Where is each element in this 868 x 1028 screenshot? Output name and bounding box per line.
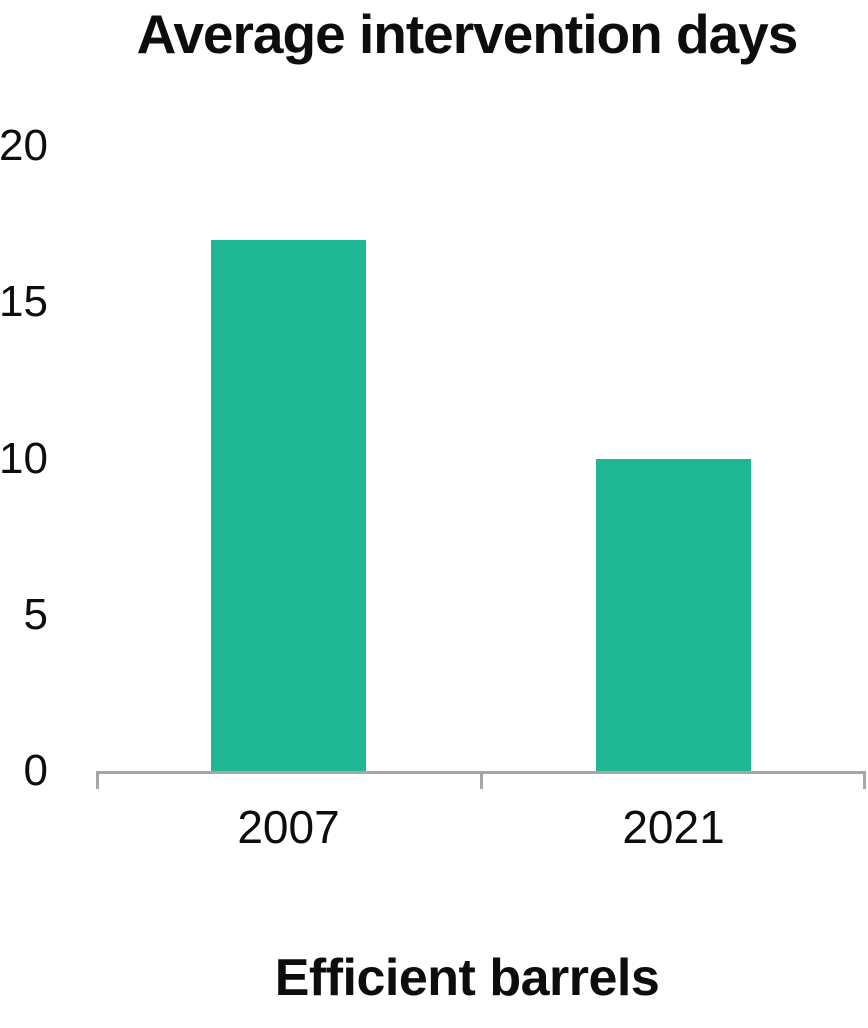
x-axis-tick xyxy=(479,772,483,789)
x-tick-label: 2021 xyxy=(622,801,725,853)
x-axis-tick xyxy=(96,772,99,789)
x-axis-title: Efficient barrels xyxy=(274,949,660,1007)
y-tick-label: 20 xyxy=(0,121,48,170)
bar-2021 xyxy=(596,458,751,771)
y-tick-label: 15 xyxy=(0,277,48,327)
plot-area xyxy=(96,146,866,789)
bar-2007 xyxy=(211,239,366,771)
x-tick-label: 2007 xyxy=(237,801,340,853)
chart-title: Average intervention days xyxy=(136,3,799,65)
y-tick-label: 0 xyxy=(23,746,48,795)
y-tick-label: 10 xyxy=(0,433,48,483)
y-tick-label: 5 xyxy=(23,589,48,639)
x-axis-tick xyxy=(863,772,866,789)
